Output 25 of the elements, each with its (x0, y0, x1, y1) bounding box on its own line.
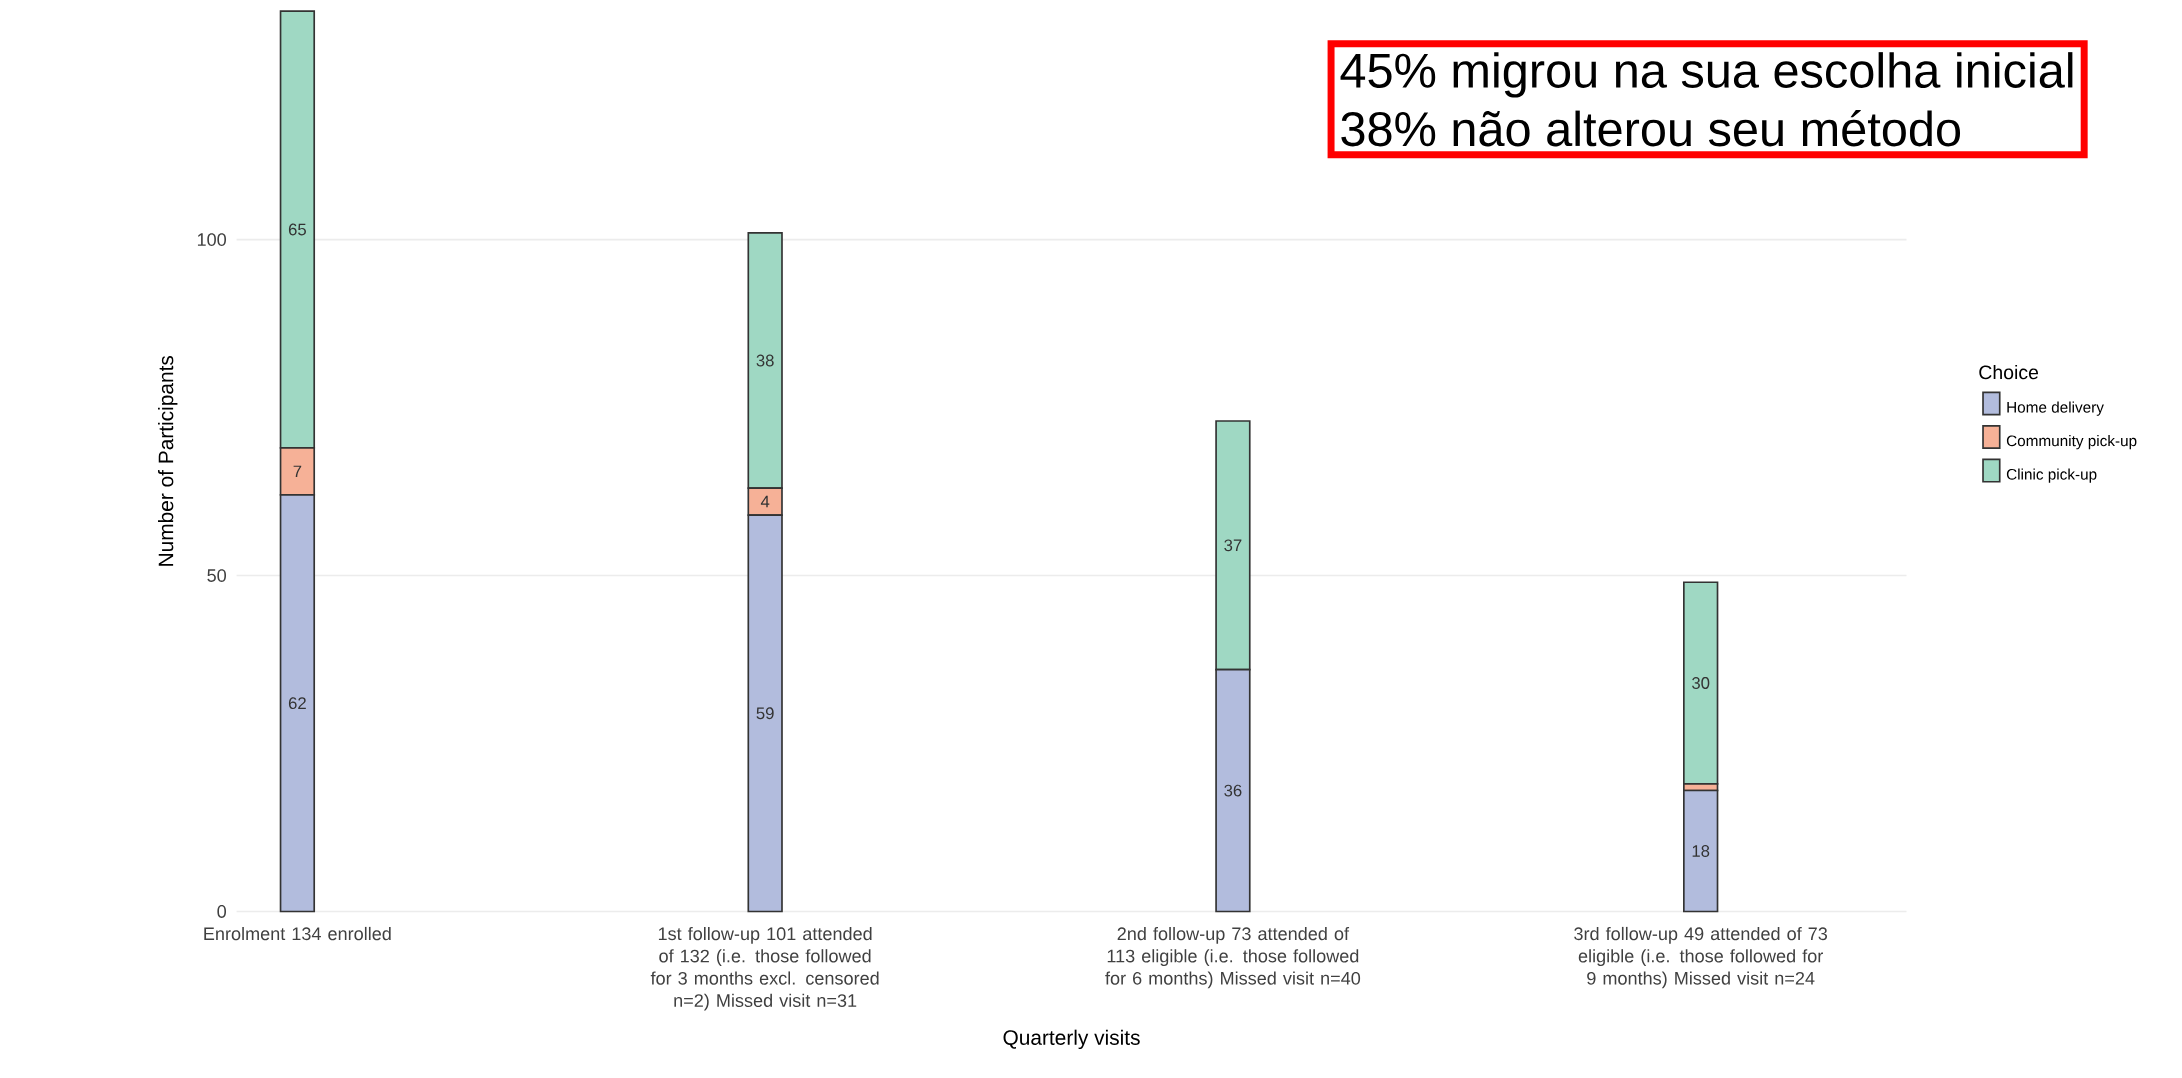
annotation: 45% migrou na sua escolha inicial (1340, 51, 2073, 98)
data-label: 4 (760, 495, 770, 508)
data-label: 59 (756, 707, 774, 719)
x-tick-label: 2nd follow-up 73 attended of 113 eligible (i.e. those followed for 6 months) Missed visit n=40 (1105, 926, 1361, 989)
x-tick-label: Enrolment 134 enrolled (204, 926, 391, 940)
data-label: 37 (1224, 539, 1242, 551)
legend-label: Home delivery (2007, 401, 2104, 416)
y-tick-label: 50 (207, 568, 227, 582)
data-label: 62 (288, 697, 306, 709)
legend-title: Choice (1979, 364, 2039, 379)
annotation: 38% não alterou seu método (1341, 109, 1961, 147)
data-label: 36 (1224, 784, 1242, 797)
data-label: 18 (1692, 844, 1710, 857)
data-label: 38 (756, 354, 774, 367)
x-tick-label: 3rd follow-up 49 attended of 73 eligible (i.e. those followed for 9 months) Missed visit n=24 (1574, 926, 1828, 989)
y-tick-label: 0 (217, 904, 227, 918)
x-axis-title: Quarterly visits (1003, 1029, 1140, 1049)
data-label: 7 (293, 465, 302, 477)
y-axis-title: Number of Participants (158, 355, 178, 566)
x-tick-label: 1st follow-up 101 attended of 132 (i.e. those followed for 3 months excl. censored n=2) Missed visit n=31 (650, 926, 879, 1011)
legend-label: Clinic pick-up (2006, 468, 2097, 483)
legend-label: Community pick-up (2006, 434, 2137, 450)
y-tick-label: 100 (197, 232, 227, 246)
data-label: 65 (288, 223, 306, 236)
data-label: 30 (1692, 676, 1710, 689)
